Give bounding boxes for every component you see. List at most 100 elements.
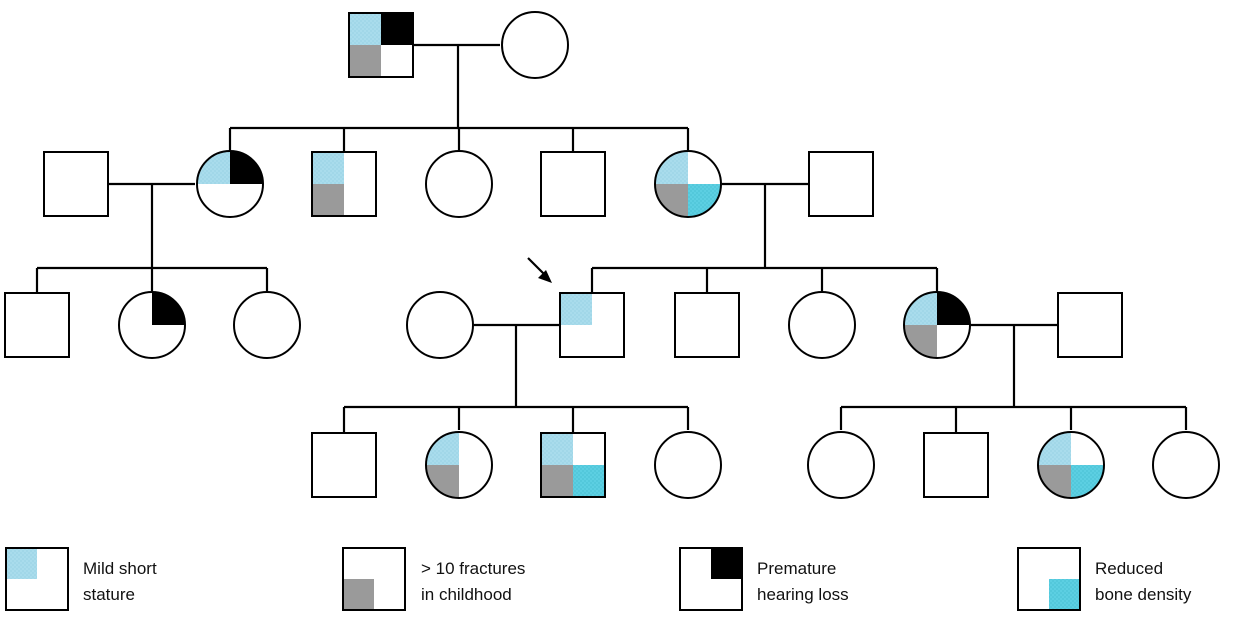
legend-label-line1: > 10 fractures: [421, 559, 525, 578]
individual-female: [196, 150, 264, 218]
trait-hearing-loss: [381, 13, 413, 45]
female-outline: [807, 431, 875, 499]
trait-bone-density: [688, 184, 721, 217]
female-outline: [654, 150, 722, 218]
proband-male: [559, 292, 625, 358]
trait-short-stature: [560, 293, 592, 325]
trait-short-stature: [655, 151, 688, 184]
female-outline: [196, 150, 264, 218]
legend-label-line1: Mild short: [83, 559, 157, 578]
individual-female: [425, 150, 493, 218]
legend-label-line2: in childhood: [421, 585, 512, 604]
legend-box-short-stature: [5, 547, 69, 611]
trait-fractures: [426, 465, 459, 498]
trait-short-stature: [904, 292, 937, 325]
individual-female: [118, 291, 186, 359]
individual-female: [501, 11, 569, 79]
trait-short-stature: [426, 432, 459, 465]
legend-box-bone-density: [1017, 547, 1081, 611]
trait-fractures: [904, 325, 937, 358]
pedigree-lines: [35, 43, 1188, 433]
legend-swatch: [6, 548, 37, 579]
legend-label-line2: stature: [83, 585, 135, 604]
individual-male: [4, 292, 70, 358]
female-outline: [1152, 431, 1220, 499]
trait-fractures: [655, 184, 688, 217]
individual-female: [233, 291, 301, 359]
legend-outline: [1017, 547, 1081, 611]
male-outline: [311, 432, 377, 498]
male-outline: [311, 151, 377, 217]
individual-female: [788, 291, 856, 359]
legend-item-short-stature: Mild short stature: [5, 547, 157, 611]
individual-female: [1037, 431, 1105, 499]
female-outline: [425, 150, 493, 218]
individual-female: [406, 291, 474, 359]
legend-label-line1: Reduced: [1095, 559, 1163, 578]
male-outline: [540, 432, 606, 498]
individual-female: [654, 431, 722, 499]
legend-outline: [342, 547, 406, 611]
individual-female: [807, 431, 875, 499]
trait-fractures: [349, 45, 381, 77]
female-outline: [501, 11, 569, 79]
legend-label-line2: hearing loss: [757, 585, 849, 604]
male-outline: [923, 432, 989, 498]
individual-female: [903, 291, 971, 359]
individual-female: [1152, 431, 1220, 499]
individual-male: [1057, 292, 1123, 358]
male-outline: [559, 292, 625, 358]
trait-bone-density: [1071, 465, 1104, 498]
legend-swatch: [343, 579, 374, 610]
individual-male: [311, 151, 377, 217]
female-outline: [1037, 431, 1105, 499]
legend-box-hearing-loss: [679, 547, 743, 611]
trait-bone-density: [573, 465, 605, 497]
individual-male: [808, 151, 874, 217]
legend-item-fractures: > 10 fractures in childhood: [342, 547, 525, 611]
individual-male: [674, 292, 740, 358]
individual-male: [540, 151, 606, 217]
male-outline: [4, 292, 70, 358]
individuals: [4, 11, 1220, 499]
trait-short-stature: [312, 152, 344, 184]
trait-short-stature: [541, 433, 573, 465]
individual-female: [425, 431, 493, 499]
trait-fractures: [541, 465, 573, 497]
individual-male: [311, 432, 377, 498]
male-outline: [808, 151, 874, 217]
individual-male: [43, 151, 109, 217]
trait-hearing-loss: [937, 292, 970, 325]
male-outline: [674, 292, 740, 358]
legend-label-line1: Premature: [757, 559, 836, 578]
male-outline: [348, 12, 414, 78]
female-outline: [788, 291, 856, 359]
individual-female: [654, 150, 722, 218]
legend-item-bone-density: Reduced bone density: [1017, 547, 1192, 611]
legend-swatch: [1049, 579, 1080, 610]
legend: Mild short stature > 10 fractures in chi…: [5, 547, 1192, 611]
male-outline: [1057, 292, 1123, 358]
individual-male: [348, 12, 414, 78]
female-outline: [425, 431, 493, 499]
trait-short-stature: [349, 13, 381, 45]
individual-male: [923, 432, 989, 498]
trait-fractures: [312, 184, 344, 216]
individual-male: [540, 432, 606, 498]
trait-fractures: [1038, 465, 1071, 498]
female-outline: [903, 291, 971, 359]
legend-outline: [679, 547, 743, 611]
trait-hearing-loss: [152, 292, 185, 325]
legend-outline: [5, 547, 69, 611]
female-outline: [118, 291, 186, 359]
male-outline: [43, 151, 109, 217]
female-outline: [233, 291, 301, 359]
legend-item-hearing-loss: Premature hearing loss: [679, 547, 849, 611]
legend-label-line2: bone density: [1095, 585, 1192, 604]
female-outline: [406, 291, 474, 359]
female-outline: [654, 431, 722, 499]
legend-box-fractures: [342, 547, 406, 611]
male-outline: [540, 151, 606, 217]
legend-swatch: [711, 548, 742, 579]
